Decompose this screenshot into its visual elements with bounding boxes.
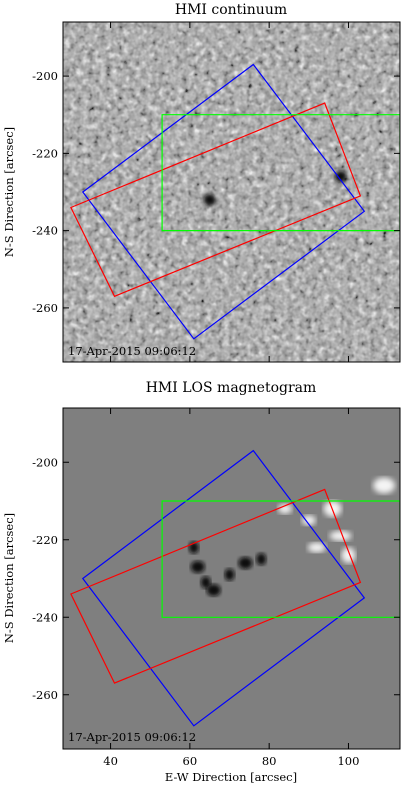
y-tick-label: -200 xyxy=(32,455,58,469)
y-tick-label: -260 xyxy=(32,688,58,702)
timestamp: 17-Apr-2015 09:06:12 xyxy=(68,730,196,744)
fov-box-0 xyxy=(81,63,366,340)
y-tick-label: -200 xyxy=(32,69,58,83)
x-tick-label: 100 xyxy=(337,754,359,768)
negative-polarity-patch xyxy=(190,560,205,573)
negative-polarity-patch xyxy=(206,584,221,597)
positive-polarity-patch xyxy=(373,477,396,494)
panel-magnetogram: HMI LOS magnetogram 40 60 80 100 -200 -220 -24… xyxy=(2,380,401,784)
fov-box-2 xyxy=(161,114,400,232)
positive-polarity-patch xyxy=(278,503,293,514)
positive-polarity-patch xyxy=(301,515,316,526)
panel-title: HMI continuum xyxy=(175,2,287,18)
y-axis-label: N-S Direction [arcsec] xyxy=(2,127,16,257)
positive-polarity-patch xyxy=(329,530,352,541)
y-tick-label: -220 xyxy=(32,533,58,547)
x-axis-label: E-W Direction [arcsec] xyxy=(165,770,297,784)
dark-spot xyxy=(334,170,347,183)
y-tick-label: -240 xyxy=(32,224,58,238)
positive-polarity-patch xyxy=(307,542,326,553)
negative-polarity-patch xyxy=(256,553,267,566)
panel-continuum: HMI continuum -200 -220 -240 -260 17-Apr-20… xyxy=(2,2,401,363)
y-axis-label: N-S Direction [arcsec] xyxy=(2,513,16,643)
x-tick-label: 80 xyxy=(262,754,277,768)
y-tick-label: -260 xyxy=(32,301,58,315)
continuum-image xyxy=(63,22,400,362)
y-tick-label: -240 xyxy=(32,610,58,624)
negative-polarity-patch xyxy=(238,557,253,569)
fov-box-2 xyxy=(161,500,400,618)
fov-box-0 xyxy=(81,449,366,727)
negative-polarity-patch xyxy=(200,576,211,589)
panel-title: HMI LOS magnetogram xyxy=(146,380,317,396)
dark-spot xyxy=(203,193,216,206)
x-tick-label: 60 xyxy=(183,754,198,768)
fov-box-1 xyxy=(70,488,362,684)
y-tick-label: -220 xyxy=(32,146,58,160)
fov-box-1 xyxy=(70,102,362,298)
x-tick-label: 40 xyxy=(103,754,118,768)
negative-polarity-patch xyxy=(224,568,235,581)
timestamp: 17-Apr-2015 09:06:12 xyxy=(68,344,196,358)
